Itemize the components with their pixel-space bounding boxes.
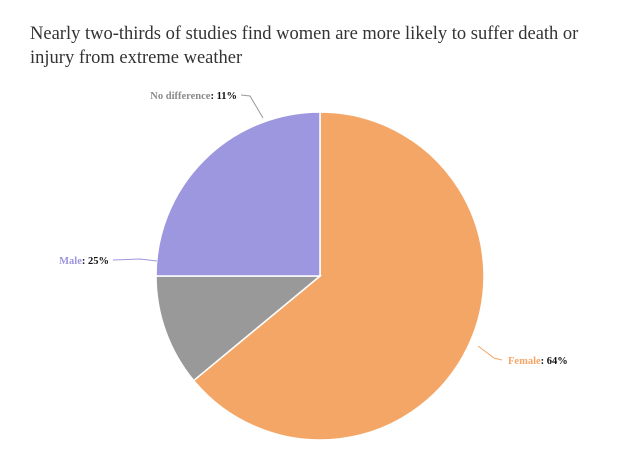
chart-title: Nearly two-thirds of studies find women …	[30, 24, 579, 68]
slice-label-name: No difference	[150, 91, 210, 102]
pie-slices	[155, 111, 485, 441]
pie-slice-no-difference	[155, 275, 323, 382]
leader-line-male	[112, 258, 158, 262]
leader-line-female	[477, 345, 503, 361]
leader-line-no-difference	[240, 94, 264, 119]
slice-label-value: : 25%	[82, 256, 109, 267]
slice-label-value: : 11%	[210, 91, 237, 102]
pie-slice-male	[155, 111, 321, 277]
slice-label-name: Female	[508, 356, 541, 367]
leader-lines	[112, 94, 503, 361]
slice-label-male: Male: 25%	[59, 256, 109, 267]
slice-label-value: : 64%	[541, 356, 568, 367]
pie-slice-female	[192, 111, 485, 441]
slice-label-female: Female: 64%	[508, 356, 568, 367]
slice-label-no-difference: No difference: 11%	[150, 91, 237, 102]
slice-labels: Female: 64% No difference: 11% Male: 25%	[59, 91, 568, 367]
slice-label-name: Male	[59, 256, 82, 267]
